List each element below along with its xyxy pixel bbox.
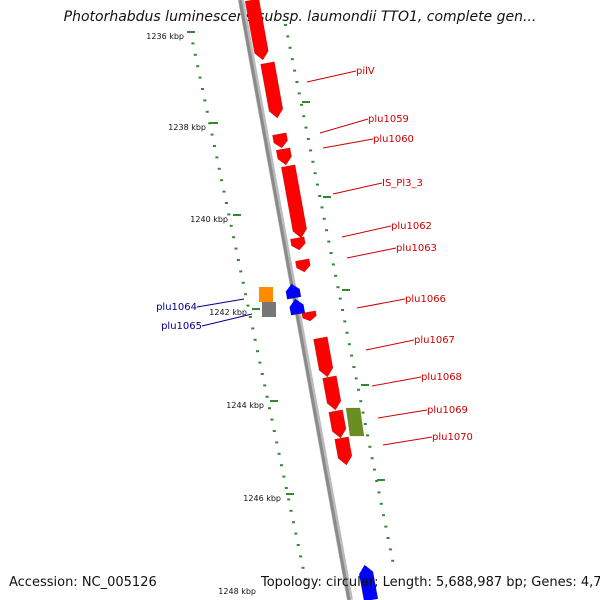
gene-labels[interactable]: pilV plu1059 plu1060 IS_Pl3_3 plu1062 plu1063…	[156, 66, 473, 443]
gene-arrow[interactable]	[272, 132, 288, 149]
gene-label[interactable]: plu1069	[427, 405, 468, 416]
gene-label[interactable]: plu1067	[414, 335, 455, 346]
gene-label[interactable]: plu1063	[396, 243, 437, 254]
ruler-label: 1244 kbp	[226, 401, 264, 410]
ruler-labels: 1236 kbp 1238 kbp 1240 kbp 1242 kbp 1244 kbp…	[146, 32, 281, 596]
gene-label[interactable]: plu1065	[161, 321, 202, 332]
gene-block[interactable]	[262, 302, 276, 317]
map-title: Photorhabdus luminescens subsp. laumondi…	[63, 9, 537, 25]
gene-arrow[interactable]	[313, 336, 334, 378]
summary-text: Topology: circular; Length: 5,688,987 bp…	[261, 575, 600, 590]
ruler-label: 1246 kbp	[243, 494, 281, 503]
gene-label[interactable]: plu1060	[373, 134, 414, 145]
gene-label[interactable]: plu1064	[156, 302, 197, 313]
gene-arrow[interactable]	[358, 564, 379, 600]
gene-arrow[interactable]	[275, 147, 292, 166]
gene-arrow[interactable]	[290, 236, 306, 251]
gene-arrow[interactable]	[289, 298, 306, 316]
ruler-label: 1240 kbp	[190, 215, 228, 224]
gene-label[interactable]: pilV	[356, 66, 375, 77]
ruler-label: 1236 kbp	[146, 32, 184, 41]
gene-arrow[interactable]	[260, 61, 284, 119]
ruler-label: 1238 kbp	[168, 123, 206, 132]
accession-text: Accession: NC_005126	[9, 575, 157, 590]
gene-block[interactable]	[259, 287, 273, 302]
ruler-ticks	[187, 24, 395, 581]
ruler-label: 1242 kbp	[209, 308, 247, 317]
gene-label[interactable]: plu1066	[405, 294, 446, 305]
gene-arrow[interactable]	[334, 436, 353, 466]
gene-label[interactable]: plu1062	[391, 221, 432, 232]
label-leaders	[196, 70, 433, 446]
ruler-label: 1248 kbp	[218, 587, 256, 596]
gene-label[interactable]: plu1059	[368, 114, 409, 125]
gene-features[interactable]	[244, 0, 379, 600]
gene-block[interactable]	[345, 407, 365, 437]
gene-arrow[interactable]	[280, 164, 307, 239]
gene-label[interactable]: plu1070	[432, 432, 473, 443]
gene-arrow[interactable]	[328, 409, 347, 439]
gene-arrow[interactable]	[244, 0, 269, 61]
gene-arrow[interactable]	[322, 375, 342, 411]
gene-arrow[interactable]	[295, 258, 311, 273]
gene-arrow[interactable]	[285, 283, 302, 300]
gene-label[interactable]: plu1068	[421, 372, 462, 383]
gene-label[interactable]: IS_Pl3_3	[382, 178, 423, 189]
